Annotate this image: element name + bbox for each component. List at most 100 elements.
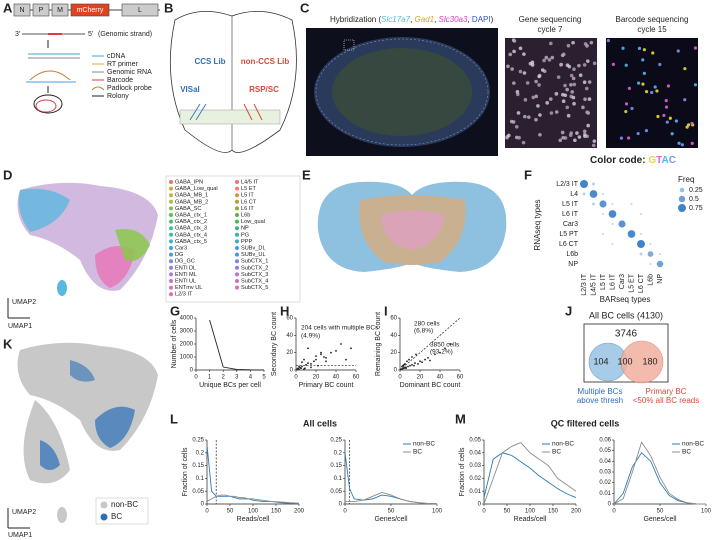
row-label: L6b — [566, 251, 578, 258]
point — [320, 351, 322, 354]
legend-key — [169, 279, 173, 283]
y-tick-label: 0.2 — [196, 450, 205, 456]
speckle — [589, 40, 594, 45]
legend-key — [169, 213, 173, 217]
point — [307, 347, 309, 350]
legend-key — [235, 272, 239, 277]
legend-label: SubCTX_1 — [241, 259, 268, 265]
speckle — [582, 129, 587, 134]
speckle — [690, 141, 694, 145]
point — [403, 363, 405, 366]
point — [411, 356, 413, 358]
legend-label: GABA_MB_1 — [175, 193, 208, 199]
point — [330, 351, 332, 354]
legend-title: Freq — [678, 175, 694, 184]
point — [449, 343, 451, 345]
sub-title: cycle 15 — [637, 25, 667, 34]
axis — [483, 440, 576, 505]
point — [315, 355, 317, 358]
legend-key — [235, 193, 239, 198]
speckle — [587, 80, 592, 84]
speckle — [642, 71, 646, 75]
speckle — [582, 80, 587, 85]
point — [310, 363, 312, 365]
point — [413, 364, 415, 367]
axis — [206, 440, 299, 505]
legend-label: DG — [175, 252, 183, 258]
x-label: Reads/cell — [514, 516, 547, 523]
dot — [601, 232, 605, 236]
series-line — [344, 452, 438, 505]
dot — [611, 202, 614, 206]
speckle — [549, 111, 554, 115]
point — [323, 356, 325, 358]
point — [315, 358, 317, 361]
speckle — [693, 46, 698, 50]
speckle — [536, 104, 540, 108]
sub-title: Gene sequencing — [519, 15, 582, 24]
dot — [658, 252, 662, 256]
speckle — [572, 82, 577, 87]
x-label: Dominant BC count — [400, 382, 461, 389]
speckle — [577, 63, 581, 68]
point — [417, 363, 419, 365]
x-tick-label: 0 — [343, 509, 347, 515]
legend-label: Padlock probe — [107, 85, 152, 92]
zoom-box — [343, 39, 355, 51]
x-tick-label: 5 — [262, 375, 266, 381]
legend-key — [235, 279, 239, 283]
panel-title: All cells — [303, 418, 337, 428]
annotation: 204 cells with multiple BCs — [301, 325, 379, 332]
dot — [639, 212, 643, 216]
point — [444, 347, 446, 350]
gene-box — [32, 3, 50, 17]
speckle — [538, 113, 542, 117]
x-tick-label: 100 — [432, 509, 443, 515]
x-label: Genes/cell — [643, 516, 677, 523]
dot — [592, 182, 595, 186]
venn-label: Primary BC — [646, 387, 687, 396]
speckle — [619, 136, 624, 140]
padlock — [29, 70, 71, 81]
legend-label: BC — [111, 512, 122, 521]
annotation: 3850 cells — [430, 342, 460, 349]
x-tick-label: 20 — [313, 375, 320, 381]
y-label: Fraction of cells — [182, 447, 189, 497]
venn-label: Multiple BCs — [578, 387, 623, 396]
y-tick-label: 0 — [190, 368, 194, 374]
title-part: Slc30a3 — [439, 15, 468, 24]
umap-blob — [57, 280, 67, 296]
dot — [592, 202, 595, 206]
dot — [627, 230, 636, 238]
dot — [639, 252, 643, 256]
speckle — [565, 87, 569, 92]
umap-label: UMAP1 — [8, 323, 32, 330]
series-line — [206, 494, 300, 504]
speckle — [611, 62, 615, 66]
y-tick-label: 20 — [286, 350, 293, 356]
panel-letter: F — [524, 167, 532, 182]
panel-letter: K — [3, 336, 13, 351]
y-label: Remaining BC count — [375, 312, 382, 376]
point — [415, 353, 417, 356]
title-part: ) — [491, 15, 494, 24]
speckle — [530, 63, 535, 67]
y-tick-label: 0.04 — [599, 459, 611, 465]
legend-label: GABA_ctx_4 — [175, 232, 207, 238]
speckle — [563, 83, 567, 88]
y-tick-label: 20 — [390, 350, 397, 356]
gene-label: mCherry — [77, 7, 104, 14]
speckle — [585, 110, 589, 114]
legend-label: GABA_ctx_5 — [175, 239, 207, 245]
x-tick-label: 100 — [248, 509, 259, 515]
panel-letter: D — [3, 167, 12, 182]
panel-letter: I — [384, 303, 388, 318]
speckle — [621, 46, 625, 50]
y-tick-label: 0.05 — [469, 438, 481, 444]
y-label: Number of cells — [171, 319, 178, 368]
speckle — [542, 58, 546, 63]
speckle — [582, 63, 587, 67]
speckles — [505, 38, 698, 148]
gene-box — [70, 3, 110, 17]
